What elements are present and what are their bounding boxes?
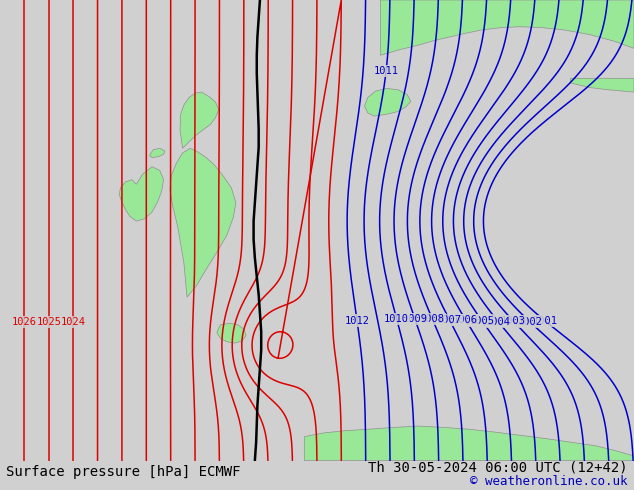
Polygon shape [365,88,411,116]
Text: 1009: 1009 [403,314,427,324]
Text: 1004: 1004 [486,317,511,327]
Polygon shape [180,92,219,148]
Polygon shape [150,148,165,157]
Polygon shape [217,323,246,343]
Text: 1001: 1001 [533,316,557,326]
Polygon shape [380,0,634,55]
Text: 1007: 1007 [437,316,462,325]
Text: Surface pressure [hPa] ECMWF: Surface pressure [hPa] ECMWF [6,465,241,479]
Text: 1002: 1002 [517,317,543,327]
Polygon shape [304,426,634,461]
Text: 1006: 1006 [453,315,478,325]
Text: 1012: 1012 [344,316,370,325]
Text: 1011: 1011 [373,66,399,76]
Text: 1010: 1010 [384,314,409,324]
Text: 1008: 1008 [420,314,445,324]
Polygon shape [571,78,634,92]
Text: 1025: 1025 [36,317,61,327]
Polygon shape [119,167,164,221]
Text: 1003: 1003 [501,316,526,326]
Text: 1024: 1024 [61,317,86,327]
Text: Th 30-05-2024 06:00 UTC (12+42): Th 30-05-2024 06:00 UTC (12+42) [368,460,628,474]
Text: 1005: 1005 [469,316,495,325]
Polygon shape [170,148,236,297]
Text: 1026: 1026 [12,317,37,327]
Text: © weatheronline.co.uk: © weatheronline.co.uk [470,474,628,488]
